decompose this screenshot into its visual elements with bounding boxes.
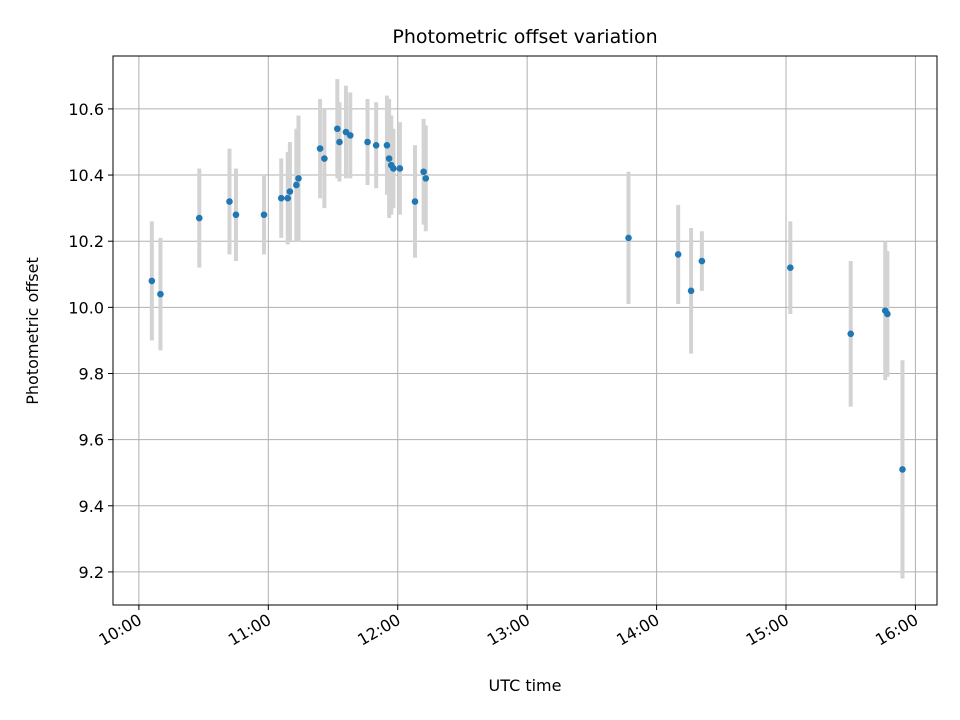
data-point	[321, 155, 328, 162]
data-point	[411, 198, 419, 205]
data-point	[295, 175, 302, 182]
data-point	[364, 138, 371, 146]
data-point	[698, 257, 706, 265]
data-point	[687, 287, 695, 295]
data-point	[899, 466, 906, 473]
y-axis-label: Photometric offset	[23, 257, 42, 405]
data-point	[390, 165, 397, 172]
data-point	[226, 198, 233, 205]
y-tick-label: 9.6	[79, 431, 104, 450]
y-tick-label: 9.2	[79, 563, 104, 582]
y-axis: 9.2 9.4 9.6 9.8 10.0 10.2 10.4 10.6	[68, 100, 113, 582]
data-point	[396, 165, 404, 172]
data-point	[336, 138, 343, 146]
data-point	[422, 175, 430, 182]
y-tick-label: 10.6	[68, 100, 104, 119]
data-point	[884, 310, 891, 318]
y-tick-label: 10.0	[68, 298, 104, 317]
plot-frame	[112, 55, 938, 606]
y-tick-label: 10.4	[68, 166, 104, 185]
data-point	[277, 194, 285, 202]
data-point	[316, 145, 324, 152]
data-point	[847, 330, 855, 338]
data-point	[674, 251, 682, 258]
data-point	[293, 181, 300, 189]
data-point	[385, 155, 393, 162]
data-point	[625, 234, 632, 242]
data-point	[334, 125, 341, 133]
data-point	[372, 141, 380, 149]
data-point	[157, 290, 164, 298]
data-point	[286, 188, 294, 195]
y-tick-label: 9.4	[79, 497, 104, 516]
data-point	[787, 264, 794, 271]
grid	[113, 56, 937, 605]
y-tick-label: 10.2	[68, 232, 104, 251]
data-points	[148, 125, 906, 473]
data-point	[346, 132, 354, 139]
data-point	[195, 214, 203, 222]
data-point	[148, 277, 156, 285]
y-tick-label: 9.8	[79, 364, 104, 383]
data-point	[420, 168, 427, 176]
chart-title: Photometric offset variation	[392, 26, 657, 48]
data-point	[232, 211, 240, 219]
data-point	[383, 141, 391, 149]
x-axis-label: UTC time	[489, 676, 562, 695]
data-point	[260, 211, 268, 219]
data-point	[284, 194, 292, 202]
